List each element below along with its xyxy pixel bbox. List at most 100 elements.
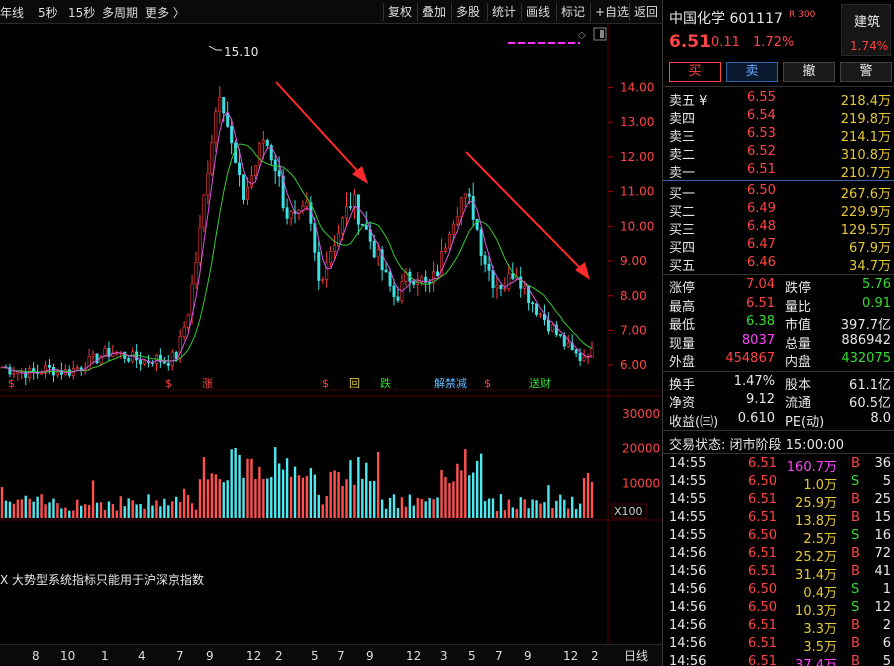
event-marker[interactable]: $ bbox=[322, 377, 329, 390]
volume-bar bbox=[12, 503, 16, 518]
bid-row[interactable]: 买一 6.50 267.6万 bbox=[663, 182, 894, 202]
book-mid-separator bbox=[663, 180, 894, 181]
bid-row[interactable]: 买四 6.47 67.9万 bbox=[663, 236, 894, 256]
volume-bar bbox=[475, 460, 479, 518]
time-tick-label: 12 bbox=[563, 649, 578, 663]
stat-label: 最高 bbox=[669, 299, 696, 315]
volume-bar bbox=[40, 494, 43, 518]
fundamental-label: PE(动) bbox=[785, 414, 825, 430]
volume-bar bbox=[551, 507, 554, 518]
sell-button[interactable]: 卖 bbox=[726, 62, 778, 82]
stats-button[interactable]: 统计 bbox=[487, 3, 516, 21]
candle-body bbox=[364, 225, 368, 230]
stat-value: 0.91 bbox=[862, 295, 891, 311]
candle-body bbox=[372, 240, 376, 258]
candle-body bbox=[503, 288, 507, 290]
stat-label: 跌停 bbox=[785, 281, 812, 296]
back-button[interactable]: 返回 bbox=[629, 3, 658, 21]
event-marker[interactable]: $ bbox=[484, 377, 491, 390]
ask-price: 6.55 bbox=[747, 90, 776, 105]
volume-bar bbox=[242, 477, 245, 518]
fundamental-value: 9.12 bbox=[746, 392, 775, 407]
window-toggle-icon[interactable] bbox=[593, 27, 607, 41]
ask-row[interactable]: 卖五 ¥ 6.55 218.4万 bbox=[663, 89, 894, 109]
tick-time: 14:55 bbox=[669, 456, 707, 471]
candle-body bbox=[578, 352, 582, 361]
buy-button[interactable]: 买 bbox=[669, 62, 721, 82]
volume-bar bbox=[499, 494, 503, 518]
tick-count: 5 bbox=[882, 474, 891, 489]
candle-body bbox=[360, 223, 364, 226]
volume-bar bbox=[151, 505, 154, 518]
candle-body bbox=[95, 353, 99, 364]
draw-line-button[interactable]: 画线 bbox=[521, 3, 550, 21]
ask-row[interactable]: 卖二 6.52 310.8万 bbox=[663, 143, 894, 163]
kline-chart[interactable]: 14.00 13.00 12.00 11.00 10.00 9.00 8.00 7.00 6.0… bbox=[0, 24, 662, 644]
sector-box[interactable]: 建筑 1.74% bbox=[841, 4, 891, 56]
volume-bar bbox=[238, 454, 241, 518]
candle-body bbox=[459, 197, 463, 218]
volume-bar bbox=[226, 480, 229, 518]
period-15s[interactable]: 15秒 bbox=[68, 6, 96, 20]
event-marker[interactable]: 回 bbox=[349, 377, 360, 390]
candle-series bbox=[0, 86, 594, 386]
overlay-button[interactable]: 叠加 bbox=[417, 3, 446, 21]
ma-line-magenta bbox=[1, 111, 593, 375]
volume-bar bbox=[341, 485, 344, 518]
event-marker[interactable]: 涨 bbox=[202, 377, 213, 390]
ask-row[interactable]: 卖三 6.53 214.1万 bbox=[663, 125, 894, 145]
period-5s[interactable]: 5秒 bbox=[38, 6, 58, 20]
candle-body bbox=[246, 186, 250, 200]
volume-bar bbox=[24, 495, 27, 518]
diamond-icon[interactable]: ◇ bbox=[578, 30, 586, 41]
candle-body bbox=[253, 165, 257, 176]
quote-panel: 中国化学 601117 R 300 建筑 1.74% 6.51 0.11 1.7… bbox=[662, 0, 894, 666]
volume-bar bbox=[333, 470, 336, 518]
adjust-button[interactable]: 复权 bbox=[383, 3, 412, 21]
period-label[interactable]: 日线 bbox=[624, 649, 648, 663]
candle-body bbox=[210, 142, 214, 174]
cancel-order-button[interactable]: 撤 bbox=[783, 62, 835, 82]
volume-bar bbox=[523, 499, 526, 518]
bid-row[interactable]: 买二 6.49 229.9万 bbox=[663, 200, 894, 220]
tick-volume: 2.5万 bbox=[803, 532, 837, 547]
candle-body bbox=[261, 139, 265, 144]
candle-body bbox=[8, 367, 12, 375]
kline-chart-area[interactable]: 14.00 13.00 12.00 11.00 10.00 9.00 8.00 7.00 6.0… bbox=[0, 24, 662, 644]
alert-button[interactable]: 警 bbox=[840, 62, 892, 82]
ask-price: 6.53 bbox=[747, 126, 776, 141]
volume-bar bbox=[76, 499, 79, 518]
fundamental-row: 净资 9.12 流通 60.5亿 bbox=[663, 391, 894, 411]
volume-bar bbox=[95, 502, 99, 518]
add-favorite-button[interactable]: +自选 bbox=[590, 3, 629, 21]
volume-bar bbox=[32, 501, 35, 518]
tick-side: S bbox=[851, 600, 860, 615]
event-marker[interactable]: 解禁减 bbox=[434, 376, 467, 390]
bid-row[interactable]: 买五 6.46 34.7万 bbox=[663, 254, 894, 274]
bid-price: 6.46 bbox=[747, 255, 776, 270]
event-marker[interactable]: 送财 bbox=[529, 376, 551, 390]
volume-bar bbox=[361, 478, 364, 518]
mark-button[interactable]: 标记 bbox=[556, 3, 585, 21]
stat-row: 外盘 454867 内盘 432075 bbox=[663, 350, 894, 370]
multi-stock-button[interactable]: 多股 bbox=[451, 3, 480, 21]
period-year[interactable]: 年线 bbox=[0, 6, 25, 20]
candle-body bbox=[218, 96, 222, 113]
volume-bar bbox=[345, 479, 348, 518]
bid-label: 买三 bbox=[669, 223, 696, 238]
volume-bar bbox=[52, 498, 55, 518]
volume-bar bbox=[274, 447, 277, 518]
bid-row[interactable]: 买三 6.48 129.5万 bbox=[663, 218, 894, 238]
volume-bar bbox=[182, 488, 186, 518]
ask-row[interactable]: 卖四 6.54 219.8万 bbox=[663, 107, 894, 127]
period-multi[interactable]: 多周期 bbox=[102, 6, 139, 20]
tick-price: 6.51 bbox=[748, 564, 777, 579]
ask-row[interactable]: 卖一 6.51 210.7万 bbox=[663, 161, 894, 181]
volume-bar bbox=[91, 480, 95, 518]
period-more[interactable]: 更多 〉 bbox=[145, 6, 185, 20]
volume-bar bbox=[202, 457, 206, 518]
event-marker[interactable]: $ bbox=[165, 377, 172, 390]
event-marker[interactable]: $ bbox=[8, 377, 15, 390]
tick-time: 14:56 bbox=[669, 546, 707, 561]
event-marker[interactable]: 跌 bbox=[380, 376, 391, 390]
